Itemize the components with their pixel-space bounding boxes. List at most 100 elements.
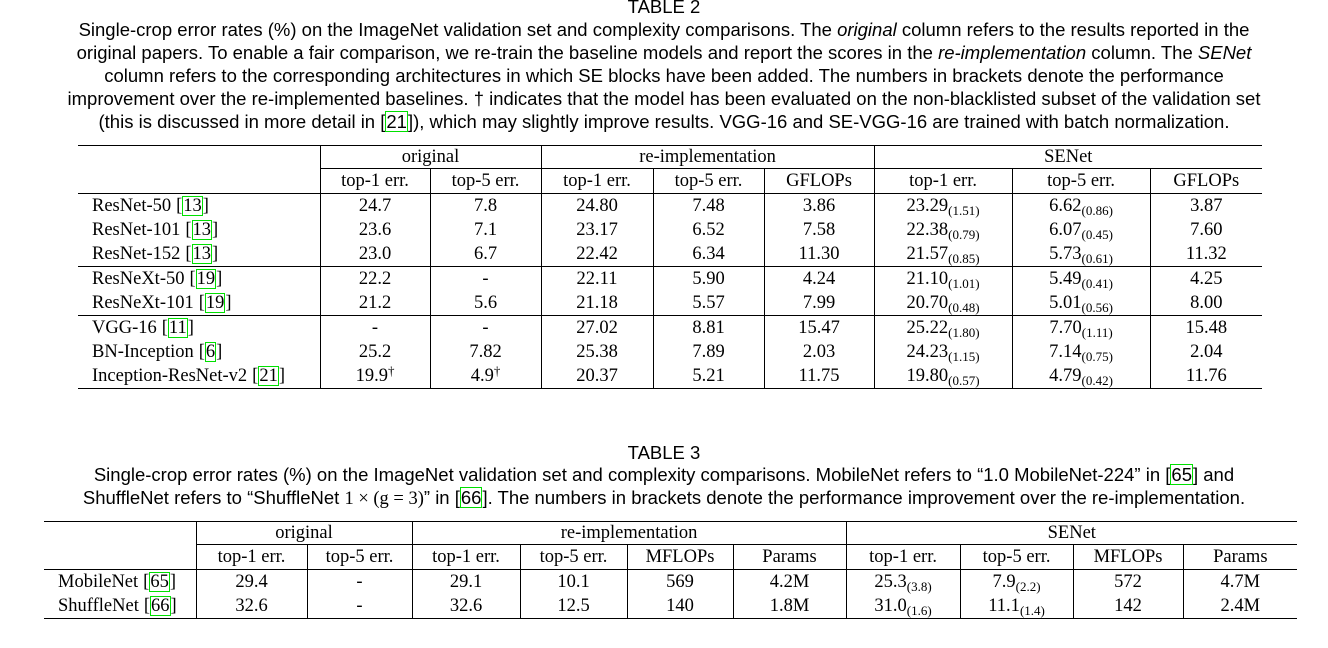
column-header: top-1 err. <box>845 544 961 570</box>
column-header: GFLOPs <box>1149 168 1263 194</box>
citation-wrap: [21] <box>252 366 285 386</box>
group-header: re-implementation <box>411 521 847 545</box>
cell: 8.81 <box>652 315 765 340</box>
citation[interactable]: 21 <box>258 366 279 386</box>
cell-value: 20.70 <box>906 293 949 313</box>
citation[interactable]: 19 <box>204 293 226 313</box>
cell: 2.03 <box>763 340 875 364</box>
caption-text: column refers to the corresponding archi… <box>104 65 1224 86</box>
caption-italic: SENet <box>1197 42 1252 63</box>
citation-wrap: [13] <box>185 244 219 264</box>
table-row: ResNeXt-50 [19] 22.2-22.11 5.90 4.24 21.10(1.… <box>78 266 1263 291</box>
model-cell: BN-Inception [6] <box>78 340 320 364</box>
citation[interactable]: 19 <box>195 269 217 289</box>
cell: 6.34 <box>652 242 765 267</box>
column-header: top-1 err. <box>873 168 1013 194</box>
cell-value: 4.79 <box>1049 366 1082 386</box>
cell: 23.0 <box>319 242 430 267</box>
model-name: ShuffleNet <box>58 596 139 616</box>
cell: 22.42 <box>540 242 654 267</box>
cell: 5.6 <box>429 291 542 316</box>
cell: 6.07(0.45) <box>1011 218 1151 242</box>
cell: 569 <box>626 569 734 594</box>
model-cell: ShuffleNet [66] <box>44 594 196 619</box>
citation[interactable]: 11 <box>167 318 188 338</box>
cell: 7.14(0.75) <box>1011 340 1151 364</box>
cell: 11.32 <box>1149 242 1263 267</box>
improvement: (0.42) <box>1081 373 1113 388</box>
citation[interactable]: 66 <box>459 487 483 508</box>
cell: - <box>429 315 542 340</box>
caption-text: ), which may slightly improve results. V… <box>413 111 1230 132</box>
note-mark: † <box>387 363 395 378</box>
cell: 2.4M <box>1182 594 1298 619</box>
caption-text: Single-crop error rates (%) on the Image… <box>78 19 838 40</box>
group-header: SENet <box>845 521 1298 545</box>
cell: 23.6 <box>319 218 430 242</box>
citation[interactable]: 66 <box>150 596 171 616</box>
cell: 15.48 <box>1149 315 1263 340</box>
improvement: (0.86) <box>1081 203 1113 218</box>
cell: 25.3(3.8) <box>845 569 961 594</box>
caption-text: original papers. To enable a fair compar… <box>76 42 939 63</box>
cell-value: 19.9 <box>355 366 388 386</box>
cell: 7.8 <box>429 193 542 218</box>
cell: 5.49(0.41) <box>1011 266 1151 291</box>
citation[interactable]: 65 <box>149 572 170 592</box>
cell: 5.21 <box>652 364 765 389</box>
cell: 24.7 <box>319 193 430 218</box>
improvement: (0.75) <box>1081 349 1113 364</box>
cell-value: 4.9 <box>470 366 494 386</box>
cell-value: 7.70 <box>1049 318 1082 338</box>
column-header: top-5 err. <box>959 544 1074 570</box>
table-head: original re-implementation SENet top-1 err.… <box>44 521 1298 570</box>
citation[interactable]: 65 <box>1170 464 1193 485</box>
citation[interactable]: 13 <box>182 196 203 216</box>
cell: 32.6 <box>411 594 521 619</box>
caption-text: (this is discussed in more detail in <box>98 111 381 132</box>
note-mark: † <box>493 363 501 378</box>
model-name: ResNeXt-50 <box>92 269 185 289</box>
header-cell <box>78 145 320 169</box>
cell: 19.80(0.57) <box>873 364 1013 389</box>
cell: 21.2 <box>319 291 430 316</box>
improvement: (0.57) <box>948 373 980 388</box>
cell: 5.57 <box>652 291 765 316</box>
model-cell: ResNeXt-101 [19] <box>78 291 320 316</box>
cell: 25.22(1.80) <box>873 315 1013 340</box>
caption: Single-crop error rates (%) on the Image… <box>67 19 1261 132</box>
citation-wrap: [66] <box>143 596 177 616</box>
header-row: original re-implementation SENet <box>44 521 1298 545</box>
caption-text: ShuffleNet refers to “ShuffleNet <box>82 487 345 508</box>
citation-wrap: [13] <box>185 220 219 240</box>
cell: - <box>319 315 430 340</box>
caption-text: column refers to the results reported in… <box>896 19 1250 40</box>
cell: 6.62(0.86) <box>1011 193 1151 218</box>
citation[interactable]: 6 <box>204 342 217 362</box>
citation[interactable]: 13 <box>191 220 213 240</box>
table-row: BN-Inception [6] 25.2 7.82 25.38 7.89 2.03 24.2… <box>78 340 1263 364</box>
caption-italic: original <box>837 19 897 40</box>
cell-value: 7.9 <box>992 572 1016 592</box>
cell: 29.4 <box>195 569 307 594</box>
caption-text: and <box>1198 464 1235 485</box>
caption-text: . The numbers in brackets denote the per… <box>487 487 1246 508</box>
citation[interactable]: 21 <box>385 111 408 132</box>
cell: 7.70(1.11) <box>1011 315 1151 340</box>
cell: 22.11 <box>540 266 654 291</box>
citation[interactable]: 13 <box>191 244 213 264</box>
improvement: (0.56) <box>1081 300 1113 315</box>
column-header: top-1 err. <box>540 168 654 194</box>
column-header: top-1 err. <box>411 544 521 570</box>
cell: - <box>306 594 413 619</box>
cell: 140 <box>626 594 734 619</box>
column-header: top-1 err. <box>195 544 307 570</box>
column-header: top-5 err. <box>1011 168 1151 194</box>
improvement: (1.51) <box>948 203 980 218</box>
header-row: top-1 err. top-5 err. top-1 err. top-5 err.… <box>78 168 1263 194</box>
cell: 20.37 <box>540 364 654 389</box>
cell: - <box>429 266 542 291</box>
model-name: BN-Inception <box>92 342 194 362</box>
group-header: SENet <box>873 145 1263 169</box>
cell: 31.0(1.6) <box>845 594 961 619</box>
